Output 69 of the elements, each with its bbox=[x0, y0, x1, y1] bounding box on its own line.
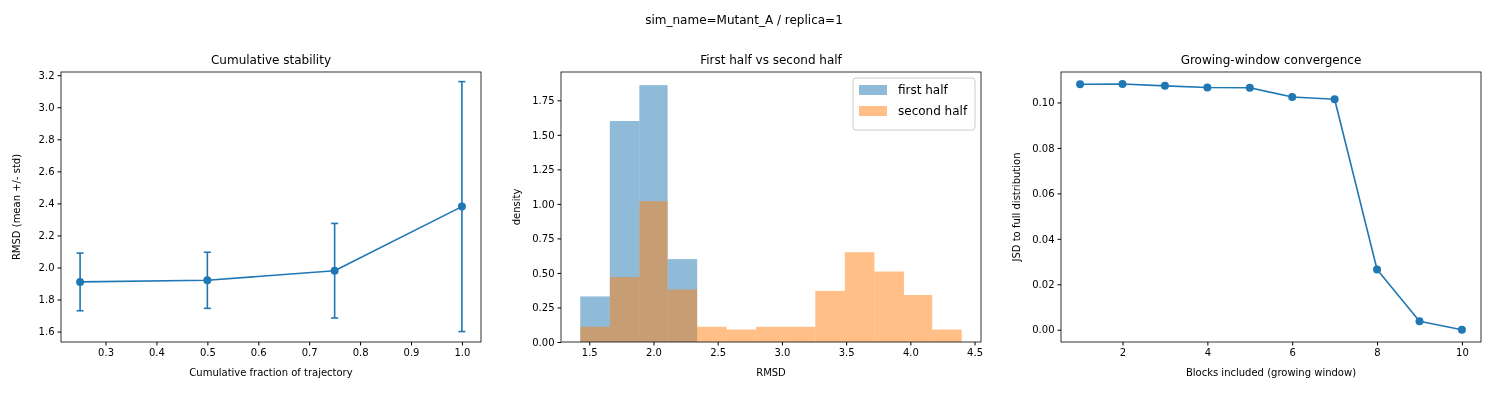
point bbox=[330, 266, 339, 275]
point bbox=[457, 202, 466, 211]
chart-title: Cumulative stability bbox=[210, 53, 332, 67]
x-tick-label: 0.9 bbox=[403, 346, 420, 358]
point bbox=[1415, 317, 1424, 326]
text: sim_name=Mutant_A / replica=1 bbox=[645, 13, 843, 27]
x-tick-label: 4.0 bbox=[902, 346, 919, 358]
x-tick-label: 0.3 bbox=[98, 346, 114, 358]
point bbox=[1288, 93, 1297, 101]
point bbox=[1330, 95, 1339, 104]
y-tick-label: 0.10 bbox=[1032, 97, 1055, 109]
y-tick-label: 1.6 bbox=[38, 326, 55, 338]
point bbox=[1160, 81, 1169, 90]
y-tick-label: 0.75 bbox=[532, 233, 555, 245]
point bbox=[1203, 83, 1212, 92]
y-axis-title: JSD to full distribution bbox=[1011, 152, 1022, 263]
y-tick-label: 0.00 bbox=[532, 336, 555, 348]
x-axis-title: Cumulative fraction of trajectory bbox=[189, 367, 353, 378]
legend-label: first half bbox=[898, 83, 949, 97]
point bbox=[1457, 325, 1466, 334]
y-tick-label: 0.02 bbox=[1032, 278, 1055, 290]
y-tick-label: 1.50 bbox=[532, 129, 555, 141]
x-axis-title: Blocks included (growing window) bbox=[1185, 367, 1357, 378]
y-tick-label: 0.06 bbox=[1032, 188, 1055, 200]
x-tick-label: 0.5 bbox=[199, 346, 216, 358]
point bbox=[76, 277, 85, 286]
x-tick-label: 4.5 bbox=[967, 346, 984, 358]
point bbox=[1118, 80, 1127, 89]
y-tick-label: 2.2 bbox=[38, 230, 55, 242]
x-tick-label: 10 bbox=[1456, 346, 1469, 358]
y-tick-label: 0.50 bbox=[532, 267, 555, 279]
x-tick-label: 1.0 bbox=[454, 346, 471, 358]
x-tick-label: 4 bbox=[1204, 346, 1212, 358]
x-axis-title: RMSD bbox=[756, 367, 787, 378]
chart-title: First half vs second half bbox=[700, 53, 843, 67]
y-tick-label: 0.00 bbox=[1032, 324, 1055, 336]
x-tick-label: 0.4 bbox=[149, 346, 165, 358]
point bbox=[1076, 80, 1085, 89]
legend-label: second half bbox=[898, 104, 968, 118]
x-tick-label: 3.0 bbox=[774, 346, 791, 358]
y-tick-label: 3.0 bbox=[38, 101, 55, 113]
y-tick-label: 2.4 bbox=[38, 198, 55, 210]
y-tick-label: 1.25 bbox=[532, 164, 555, 176]
y-tick-label: 3.2 bbox=[38, 69, 55, 81]
x-tick-label: 1.5 bbox=[581, 346, 598, 358]
y-axis-title: RMSD (mean +/- std) bbox=[11, 153, 22, 261]
y-tick-label: 0.08 bbox=[1032, 142, 1055, 154]
x-tick-label: 2 bbox=[1119, 346, 1127, 358]
y-tick-label: 2.6 bbox=[38, 166, 55, 178]
y-tick-label: 1.75 bbox=[532, 95, 555, 107]
point bbox=[203, 276, 212, 285]
x-tick-label: 0.7 bbox=[301, 346, 318, 358]
x-tick-label: 6 bbox=[1289, 346, 1296, 358]
x-tick-label: 0.6 bbox=[250, 346, 267, 358]
y-axis-title: density bbox=[511, 188, 522, 226]
x-tick-label: 2.0 bbox=[646, 346, 662, 358]
x-tick-label: 0.8 bbox=[352, 346, 369, 358]
x-tick-label: 3.5 bbox=[838, 346, 855, 358]
y-tick-label: 0.04 bbox=[1032, 233, 1055, 245]
chart-title: Growing-window convergence bbox=[1180, 53, 1362, 67]
point bbox=[1373, 265, 1382, 274]
x-tick-label: 2.5 bbox=[710, 346, 727, 358]
point bbox=[1245, 83, 1254, 92]
y-tick-label: 1.8 bbox=[38, 294, 55, 306]
y-tick-label: 2.0 bbox=[38, 262, 55, 274]
y-tick-label: 0.25 bbox=[532, 302, 555, 314]
y-tick-label: 1.00 bbox=[532, 198, 555, 210]
y-tick-label: 2.8 bbox=[38, 134, 55, 145]
x-tick-label: 8 bbox=[1374, 346, 1381, 358]
